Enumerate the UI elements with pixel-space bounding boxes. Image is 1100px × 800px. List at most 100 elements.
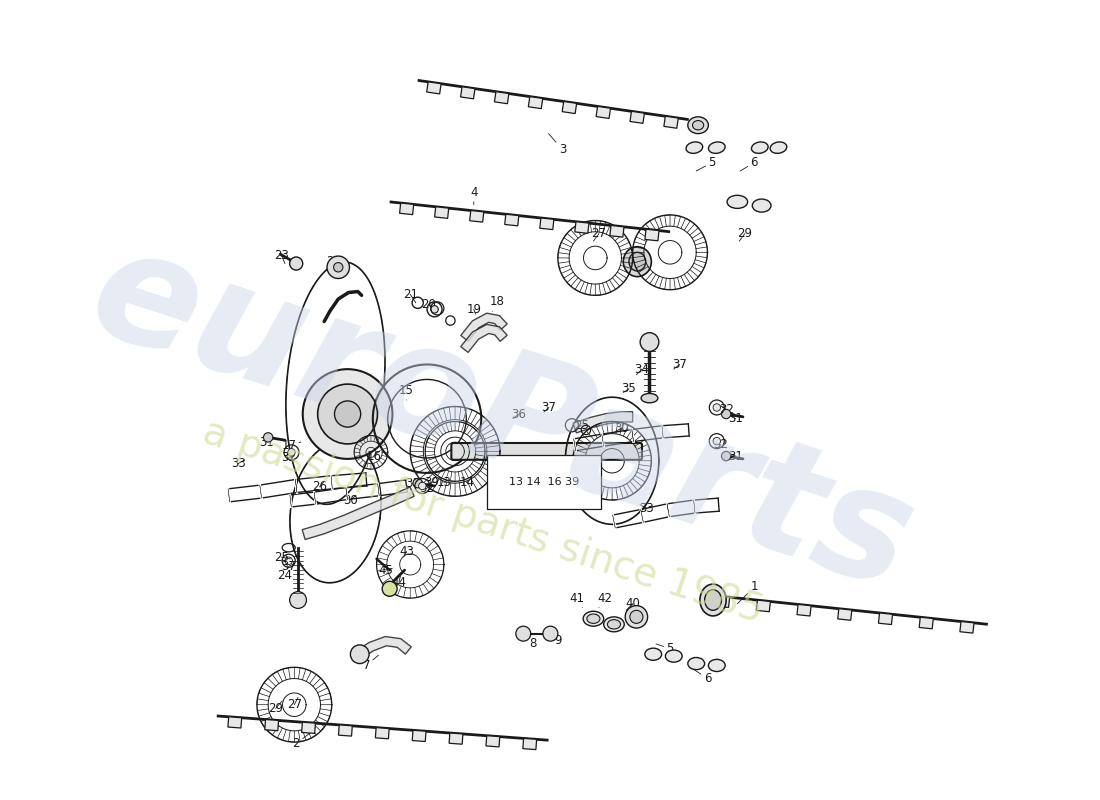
- Polygon shape: [575, 222, 589, 234]
- Text: 9: 9: [550, 634, 562, 646]
- Ellipse shape: [629, 252, 646, 271]
- Text: 2: 2: [293, 733, 310, 750]
- Ellipse shape: [708, 659, 725, 671]
- Polygon shape: [505, 214, 519, 226]
- Polygon shape: [358, 637, 411, 658]
- Text: 40: 40: [625, 598, 640, 610]
- Text: 37: 37: [672, 358, 686, 371]
- Text: 31: 31: [406, 477, 420, 490]
- Text: 25: 25: [574, 418, 589, 432]
- Circle shape: [722, 451, 730, 461]
- Text: 32: 32: [713, 438, 728, 451]
- Circle shape: [302, 369, 393, 459]
- Polygon shape: [838, 609, 851, 620]
- Text: 25: 25: [274, 550, 290, 563]
- Circle shape: [630, 610, 642, 623]
- Text: 1: 1: [737, 581, 758, 604]
- Ellipse shape: [645, 648, 661, 660]
- Text: 32: 32: [282, 451, 296, 465]
- Circle shape: [333, 262, 343, 272]
- Polygon shape: [412, 730, 426, 742]
- Ellipse shape: [700, 584, 726, 616]
- Polygon shape: [664, 116, 679, 128]
- Circle shape: [288, 449, 295, 456]
- Ellipse shape: [770, 142, 786, 154]
- Text: euroParts: euroParts: [73, 214, 931, 622]
- Ellipse shape: [624, 246, 651, 277]
- Polygon shape: [265, 719, 278, 730]
- Text: 19: 19: [466, 303, 482, 316]
- Polygon shape: [461, 324, 507, 353]
- Circle shape: [327, 256, 350, 278]
- FancyBboxPatch shape: [451, 443, 642, 460]
- Polygon shape: [715, 596, 729, 607]
- Polygon shape: [879, 613, 892, 625]
- Ellipse shape: [752, 199, 771, 212]
- Text: 41: 41: [569, 592, 584, 607]
- Polygon shape: [427, 82, 441, 94]
- Circle shape: [412, 478, 422, 488]
- Text: 17: 17: [282, 439, 301, 452]
- Polygon shape: [609, 226, 624, 237]
- Text: 29: 29: [737, 227, 752, 241]
- Polygon shape: [562, 102, 576, 114]
- Text: 4: 4: [470, 186, 477, 205]
- Circle shape: [713, 404, 721, 411]
- Text: 7: 7: [363, 655, 378, 672]
- Polygon shape: [461, 313, 507, 342]
- Ellipse shape: [688, 117, 708, 134]
- Ellipse shape: [688, 658, 705, 670]
- Polygon shape: [461, 86, 475, 99]
- Circle shape: [318, 384, 377, 444]
- Text: 6: 6: [740, 156, 758, 171]
- Text: 39: 39: [425, 476, 439, 489]
- Polygon shape: [757, 600, 770, 612]
- Text: 8: 8: [525, 633, 537, 650]
- Circle shape: [334, 401, 361, 427]
- Circle shape: [543, 626, 558, 641]
- Circle shape: [625, 606, 648, 628]
- Text: 39: 39: [573, 476, 587, 489]
- Ellipse shape: [604, 617, 625, 632]
- Ellipse shape: [708, 142, 725, 154]
- Circle shape: [431, 306, 438, 313]
- Text: 33: 33: [639, 502, 654, 515]
- Text: 27: 27: [592, 227, 606, 241]
- Text: 31: 31: [726, 450, 742, 462]
- Text: 31: 31: [726, 412, 742, 425]
- Ellipse shape: [686, 142, 703, 154]
- Polygon shape: [596, 106, 611, 118]
- Ellipse shape: [751, 142, 768, 154]
- Text: 20: 20: [421, 298, 437, 311]
- Text: 43: 43: [399, 545, 414, 558]
- Polygon shape: [522, 738, 537, 750]
- Ellipse shape: [607, 620, 620, 629]
- Text: 22: 22: [326, 255, 341, 271]
- Text: 27: 27: [287, 698, 301, 711]
- Polygon shape: [494, 92, 509, 104]
- Text: 14: 14: [460, 476, 475, 489]
- Circle shape: [289, 592, 307, 609]
- Text: 30: 30: [614, 422, 629, 434]
- Text: 24: 24: [277, 570, 296, 582]
- Text: 30: 30: [343, 494, 358, 506]
- Text: 15: 15: [399, 384, 414, 400]
- Polygon shape: [528, 97, 542, 109]
- Ellipse shape: [693, 121, 704, 130]
- Polygon shape: [630, 111, 645, 123]
- Polygon shape: [540, 218, 554, 230]
- Circle shape: [289, 257, 302, 270]
- Ellipse shape: [705, 590, 722, 610]
- Text: 32: 32: [718, 403, 734, 416]
- Text: 37: 37: [541, 401, 556, 414]
- Text: 3: 3: [549, 134, 566, 156]
- Text: 16: 16: [366, 450, 382, 462]
- Text: 12: 12: [539, 482, 554, 494]
- Polygon shape: [645, 229, 659, 241]
- Polygon shape: [798, 605, 811, 616]
- Text: 5: 5: [656, 642, 673, 655]
- Polygon shape: [960, 622, 974, 633]
- Polygon shape: [302, 487, 415, 539]
- Circle shape: [264, 433, 273, 442]
- Ellipse shape: [587, 614, 600, 623]
